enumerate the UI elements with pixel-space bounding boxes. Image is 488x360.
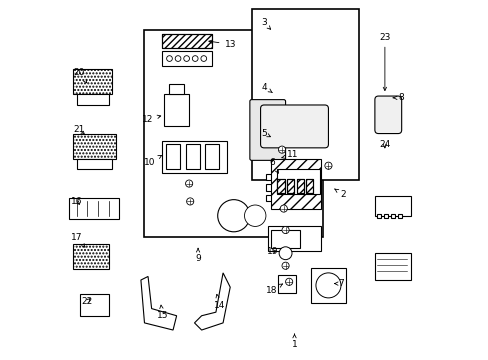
Text: 12: 12 [142, 115, 161, 124]
FancyBboxPatch shape [374, 96, 401, 134]
Bar [278, 275, 296, 293]
Text: 19: 19 [266, 247, 278, 256]
Bar [265, 174, 272, 180]
Bar [162, 51, 212, 66]
Bar [265, 195, 272, 202]
Bar [271, 158, 321, 208]
Bar [274, 184, 281, 191]
Bar [277, 179, 284, 193]
Bar [80, 294, 108, 316]
Text: 14: 14 [213, 294, 224, 310]
Circle shape [279, 247, 291, 260]
Bar [271, 230, 299, 248]
Text: 2: 2 [334, 189, 345, 199]
Bar [274, 195, 281, 202]
Bar [77, 158, 112, 169]
FancyBboxPatch shape [249, 100, 285, 160]
Bar [169, 84, 183, 94]
Circle shape [282, 226, 288, 234]
Bar [286, 179, 294, 193]
Text: 13: 13 [208, 40, 236, 49]
Text: 24: 24 [379, 140, 390, 149]
Text: 4: 4 [261, 83, 272, 93]
Circle shape [324, 162, 331, 169]
Text: 23: 23 [378, 33, 390, 91]
Bar [69, 198, 119, 219]
Bar [144, 30, 323, 237]
Text: 20: 20 [74, 68, 86, 83]
Text: 10: 10 [144, 156, 161, 167]
Bar [277, 179, 284, 193]
Bar [376, 214, 380, 217]
Bar [390, 214, 394, 217]
Circle shape [285, 278, 292, 285]
Text: 21: 21 [74, 126, 85, 135]
Bar [374, 196, 410, 216]
Bar [310, 267, 346, 303]
Bar [165, 144, 180, 169]
Text: 11: 11 [281, 150, 298, 159]
Circle shape [280, 205, 287, 212]
Bar [286, 179, 294, 193]
Bar [164, 94, 189, 126]
Bar [274, 174, 281, 180]
Circle shape [186, 198, 193, 205]
Bar [162, 33, 212, 48]
Circle shape [175, 56, 181, 62]
Bar [73, 244, 108, 269]
Polygon shape [194, 273, 230, 330]
Circle shape [278, 146, 285, 153]
Bar [77, 94, 108, 105]
Circle shape [166, 56, 172, 62]
Text: 16: 16 [71, 197, 82, 206]
Text: 5: 5 [261, 129, 270, 138]
Bar [374, 253, 410, 280]
Bar [162, 141, 226, 173]
Bar [276, 169, 319, 194]
Circle shape [185, 180, 192, 187]
Bar [305, 179, 313, 193]
Text: 18: 18 [265, 284, 282, 295]
Bar [296, 179, 303, 193]
Circle shape [244, 205, 265, 226]
Circle shape [201, 56, 206, 62]
Bar [162, 33, 212, 48]
Bar [251, 102, 283, 158]
Circle shape [282, 262, 288, 269]
Text: 3: 3 [261, 18, 270, 29]
FancyBboxPatch shape [260, 105, 328, 148]
Bar [383, 214, 387, 217]
Bar [185, 144, 200, 169]
Text: 15: 15 [156, 305, 168, 320]
Bar [265, 184, 272, 191]
Bar [397, 214, 402, 217]
Bar [73, 69, 112, 94]
Text: 6: 6 [269, 158, 278, 173]
Text: 17: 17 [71, 233, 85, 247]
Circle shape [192, 56, 198, 62]
Circle shape [217, 200, 249, 232]
Bar [205, 144, 219, 169]
Circle shape [183, 56, 189, 62]
Text: 1: 1 [291, 334, 297, 349]
Bar [73, 134, 116, 158]
Bar [251, 9, 358, 180]
Text: 7: 7 [334, 279, 343, 288]
Circle shape [315, 273, 340, 298]
Text: 9: 9 [195, 248, 201, 263]
Text: 22: 22 [81, 297, 93, 306]
Bar [305, 179, 313, 193]
Polygon shape [141, 276, 176, 330]
Text: 8: 8 [392, 93, 404, 102]
Bar [296, 179, 303, 193]
Bar [267, 226, 321, 251]
